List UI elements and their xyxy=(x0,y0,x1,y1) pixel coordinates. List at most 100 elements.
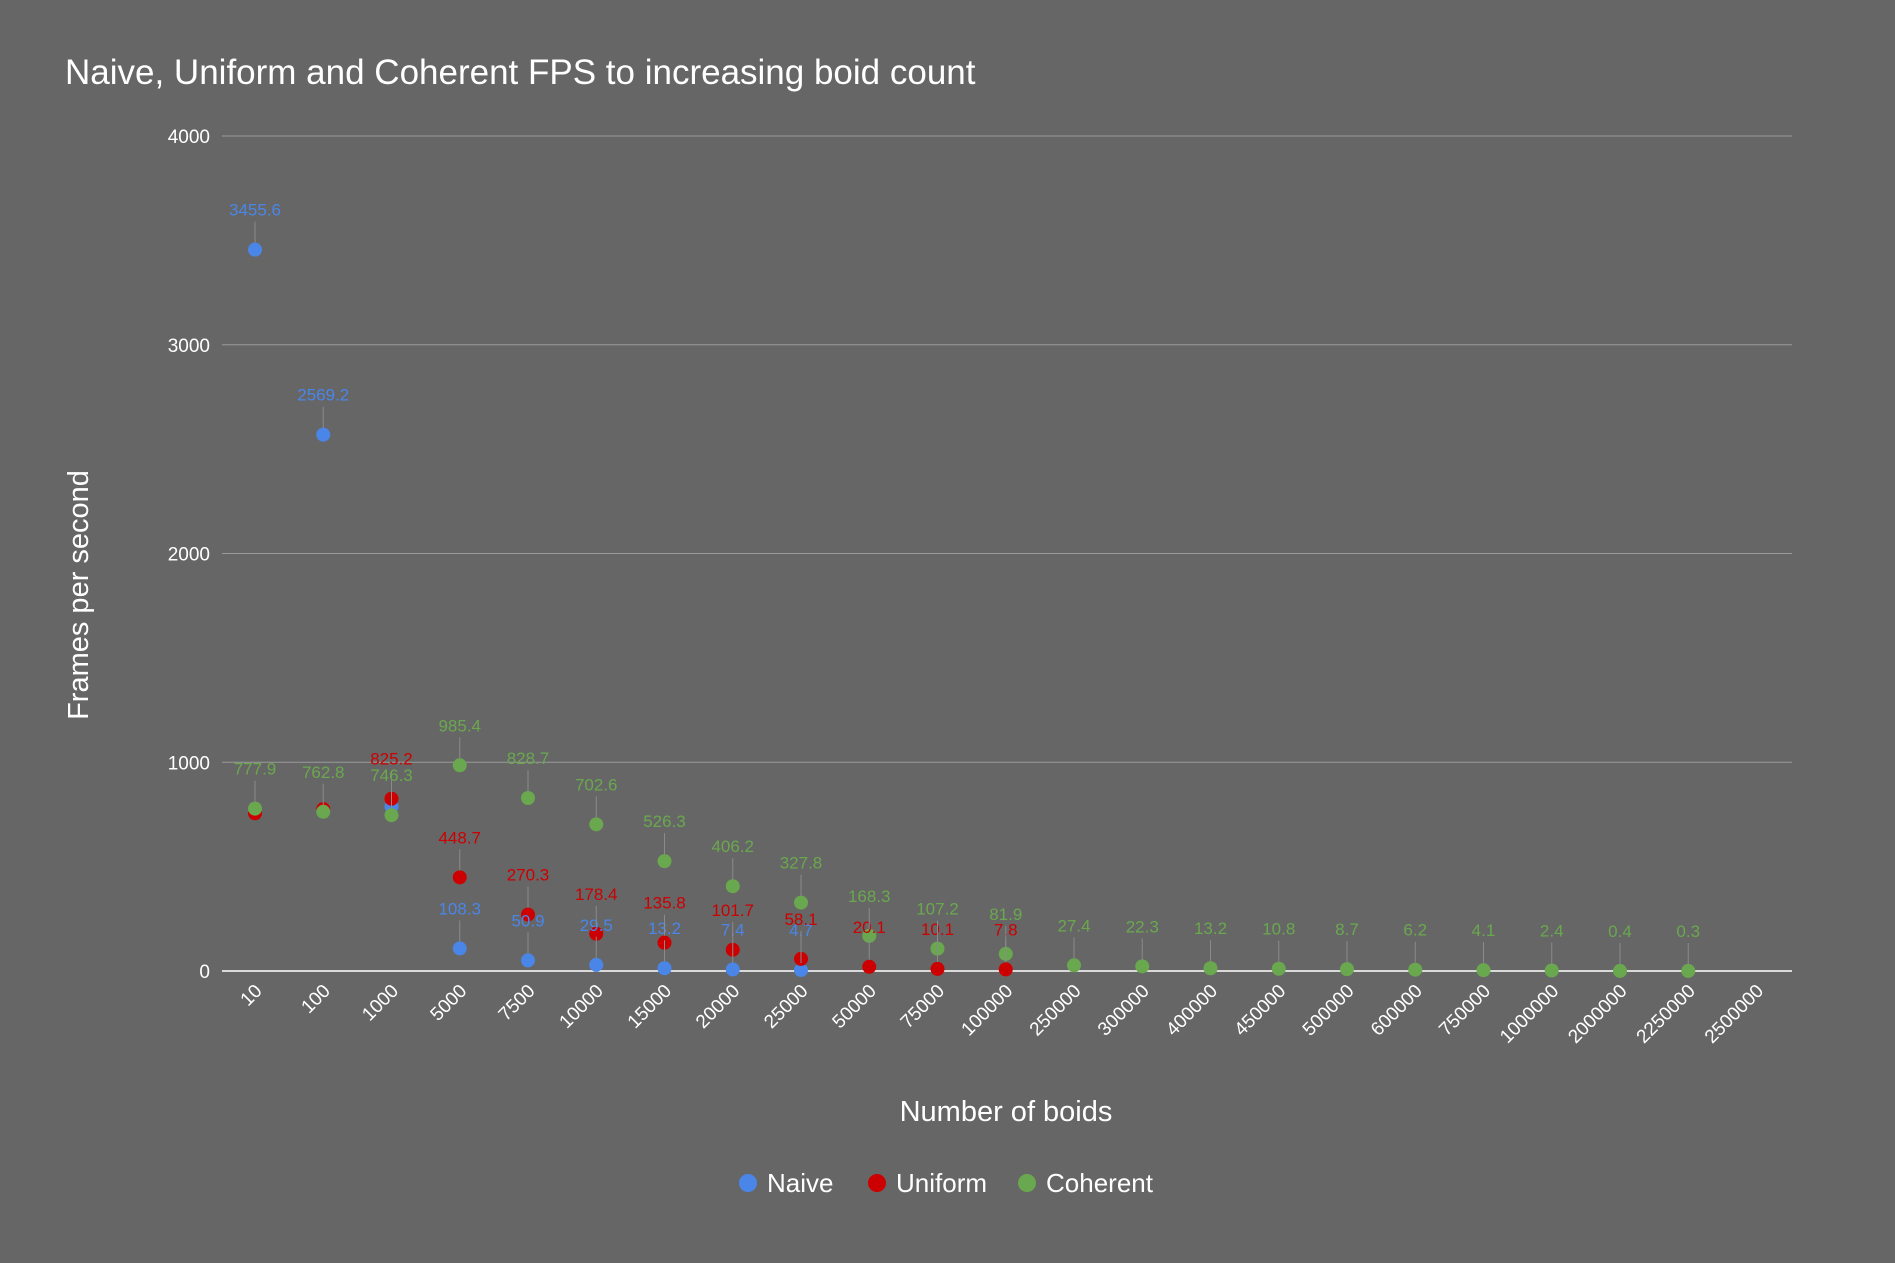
x-tick-label: 250000 xyxy=(1026,981,1086,1041)
data-point-coherent xyxy=(657,854,672,869)
legend-marker-naive xyxy=(739,1174,757,1192)
x-tick-label: 2250000 xyxy=(1633,981,1700,1048)
data-point-coherent xyxy=(452,758,467,773)
data-label: 108.3 xyxy=(438,899,481,918)
data-label: 50.9 xyxy=(511,911,544,930)
data-point-coherent xyxy=(1271,961,1286,976)
data-point-coherent xyxy=(1135,959,1150,974)
data-point-coherent xyxy=(1613,963,1627,978)
data-label: 135.8 xyxy=(643,894,686,913)
data-label: 58.1 xyxy=(784,910,817,929)
x-tick-label: 100000 xyxy=(958,981,1018,1041)
x-tick-label: 1000 xyxy=(358,981,403,1026)
x-tick-label: 75000 xyxy=(897,981,949,1033)
data-label: 327.8 xyxy=(780,854,823,873)
x-tick-label: 5000 xyxy=(427,981,472,1026)
x-axis-title: Number of boids xyxy=(900,1096,1113,1128)
x-tick-label: 1000000 xyxy=(1496,981,1563,1048)
data-point-coherent xyxy=(1340,962,1354,977)
x-tick-label: 50000 xyxy=(829,981,881,1033)
data-point-naive xyxy=(657,961,672,976)
data-point-uniform xyxy=(998,962,1013,977)
data-label: 13.2 xyxy=(1194,919,1227,938)
data-point-naive xyxy=(725,962,740,977)
data-point-coherent xyxy=(1476,963,1491,978)
y-tick-label: 1000 xyxy=(168,753,210,774)
x-tick-label: 2000000 xyxy=(1564,981,1631,1048)
legend-marker-uniform xyxy=(868,1174,886,1192)
data-label: 10.8 xyxy=(1262,920,1295,939)
data-label: 746.3 xyxy=(370,766,413,785)
data-point-naive xyxy=(452,941,467,956)
x-tick-label: 10000 xyxy=(556,981,608,1033)
data-points xyxy=(248,242,1696,978)
legend-marker-coherent xyxy=(1018,1174,1036,1192)
data-label: 4.7 xyxy=(789,921,813,940)
data-label: 101.7 xyxy=(711,901,754,920)
data-point-uniform xyxy=(862,959,877,974)
legend-label-coherent: Coherent xyxy=(1046,1168,1154,1198)
data-label: 777.9 xyxy=(234,760,277,779)
x-tick-label: 450000 xyxy=(1231,981,1291,1041)
data-label: 762.8 xyxy=(302,763,345,782)
data-point-uniform xyxy=(589,926,604,941)
data-point-naive xyxy=(248,242,262,257)
data-point-coherent xyxy=(862,928,877,943)
data-point-coherent xyxy=(1203,961,1218,976)
data-point-uniform xyxy=(930,961,945,976)
x-tick-label: 400000 xyxy=(1162,981,1222,1041)
data-point-uniform xyxy=(452,870,467,885)
x-tick-label: 500000 xyxy=(1299,981,1359,1041)
data-label: 2.4 xyxy=(1540,921,1564,940)
data-label: 526.3 xyxy=(643,812,686,831)
x-tick-label: 600000 xyxy=(1367,981,1427,1041)
y-tick-label: 3000 xyxy=(168,336,210,357)
x-tick-label: 15000 xyxy=(624,981,676,1033)
data-label: 6.2 xyxy=(1403,921,1427,940)
data-label: 702.6 xyxy=(575,775,618,794)
data-label: 448.7 xyxy=(438,828,481,847)
chart-title: Naive, Uniform and Coherent FPS to incre… xyxy=(65,53,976,92)
data-label: 22.3 xyxy=(1126,917,1159,936)
y-tick-label: 4000 xyxy=(168,127,210,148)
data-point-naive xyxy=(316,427,331,442)
data-label: 3455.6 xyxy=(229,201,281,220)
data-point-coherent xyxy=(1681,963,1696,978)
data-label: 8.7 xyxy=(1335,920,1359,939)
x-tick-label: 10 xyxy=(237,981,267,1011)
x-axis-ticks: 10 100 1000 5000 7500 10000 15000 20000 25000 500… xyxy=(237,981,1768,1048)
y-tick-label: 2000 xyxy=(168,545,210,566)
legend: Naive Uniform Coherent xyxy=(739,1168,1154,1198)
data-label: 2569.2 xyxy=(297,386,349,405)
data-point-coherent xyxy=(794,895,808,910)
data-point-coherent xyxy=(1544,963,1559,978)
data-label: 107.2 xyxy=(916,900,959,919)
data-point-coherent xyxy=(725,879,740,894)
y-tick-label: 0 xyxy=(199,962,210,983)
data-point-coherent xyxy=(1067,958,1081,973)
x-tick-label: 25000 xyxy=(760,981,812,1033)
data-label: 825.2 xyxy=(370,750,413,769)
data-label: 168.3 xyxy=(848,887,891,906)
data-label: 985.4 xyxy=(438,716,481,735)
x-tick-label: 100 xyxy=(298,981,335,1018)
y-axis-ticks: 0 1000 2000 3000 4000 xyxy=(168,127,210,983)
data-point-naive xyxy=(521,953,535,968)
x-tick-label: 300000 xyxy=(1094,981,1154,1041)
data-label: 828.7 xyxy=(507,749,550,768)
data-label: 178.4 xyxy=(575,885,618,904)
data-point-coherent xyxy=(1408,962,1423,977)
data-point-naive xyxy=(794,963,808,978)
x-tick-label: 750000 xyxy=(1435,981,1495,1041)
data-point-coherent xyxy=(521,791,535,806)
data-point-coherent xyxy=(384,808,399,823)
data-point-coherent xyxy=(316,804,331,819)
data-label: 406.2 xyxy=(711,837,754,856)
data-point-uniform xyxy=(521,907,535,922)
data-label: 4.1 xyxy=(1472,921,1496,940)
data-point-naive xyxy=(589,957,604,972)
data-label: 0.4 xyxy=(1608,922,1632,941)
